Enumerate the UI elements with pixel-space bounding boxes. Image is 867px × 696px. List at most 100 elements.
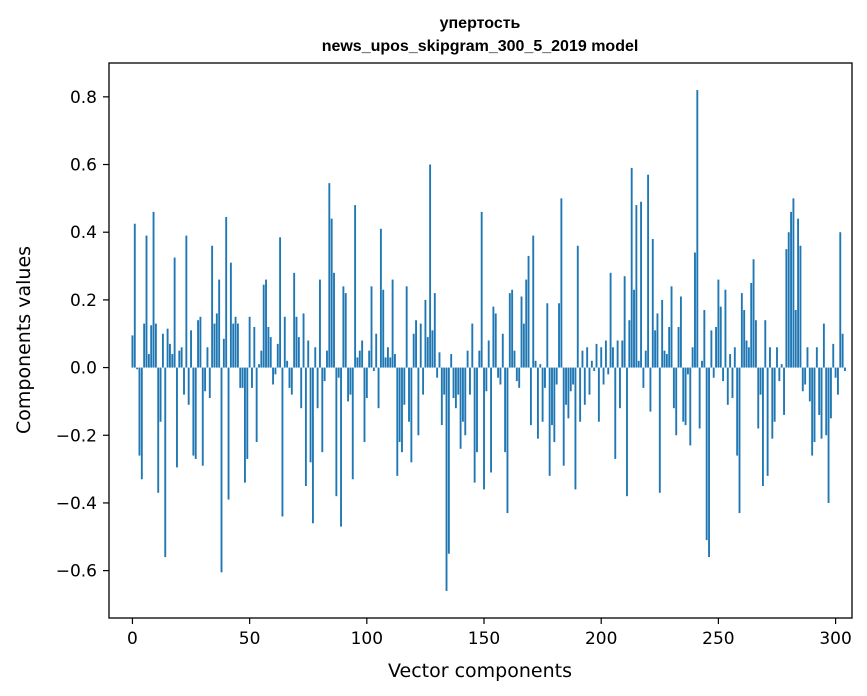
bar-121 bbox=[415, 320, 417, 368]
bar-139 bbox=[457, 367, 460, 395]
bar-202 bbox=[604, 340, 607, 368]
bar-125 bbox=[424, 299, 427, 368]
bar-133 bbox=[443, 367, 446, 395]
bar-62 bbox=[276, 343, 279, 368]
bar-259 bbox=[738, 367, 741, 514]
bar-63 bbox=[279, 237, 282, 368]
bar-153 bbox=[490, 367, 492, 473]
bar-243 bbox=[701, 360, 703, 368]
bar-75 bbox=[307, 340, 310, 368]
bars-group bbox=[131, 90, 846, 591]
bar-66 bbox=[286, 360, 289, 368]
bar-138 bbox=[454, 367, 457, 409]
bar-47 bbox=[241, 367, 244, 388]
bar-211 bbox=[626, 367, 628, 497]
bar-22 bbox=[183, 367, 185, 395]
bar-236 bbox=[684, 367, 687, 426]
bar-246 bbox=[708, 367, 710, 558]
x-tick-label-200: 200 bbox=[585, 629, 617, 649]
bar-48 bbox=[244, 367, 246, 483]
bar-197 bbox=[593, 367, 596, 371]
bar-35 bbox=[213, 323, 216, 368]
bar-41 bbox=[227, 367, 230, 500]
bar-245 bbox=[705, 367, 708, 541]
bar-87 bbox=[335, 367, 338, 497]
bar-33 bbox=[208, 367, 211, 399]
bar-90 bbox=[342, 286, 345, 368]
bar-188 bbox=[572, 367, 575, 385]
bar-277 bbox=[780, 364, 783, 368]
bar-117 bbox=[405, 286, 408, 368]
bar-2 bbox=[136, 367, 139, 370]
bar-49 bbox=[246, 367, 249, 459]
bar-200 bbox=[600, 347, 603, 368]
bar-172 bbox=[534, 360, 537, 368]
bar-92 bbox=[347, 367, 350, 402]
bar-267 bbox=[757, 367, 760, 429]
bar-279 bbox=[785, 249, 788, 368]
bar-215 bbox=[635, 205, 638, 368]
bar-83 bbox=[326, 350, 328, 368]
bar-72 bbox=[300, 367, 303, 409]
bar-272 bbox=[769, 347, 771, 368]
bar-88 bbox=[337, 367, 340, 378]
bar-9 bbox=[152, 211, 155, 368]
bar-169 bbox=[527, 255, 530, 368]
bar-300 bbox=[834, 367, 837, 378]
bar-111 bbox=[391, 279, 394, 368]
bar-30 bbox=[201, 367, 204, 466]
bar-276 bbox=[778, 367, 781, 382]
bar-76 bbox=[309, 367, 312, 463]
bar-12 bbox=[159, 367, 162, 422]
bar-65 bbox=[283, 316, 286, 368]
bar-137 bbox=[452, 367, 455, 399]
y-tick-label-1: −0.4 bbox=[56, 494, 97, 514]
bar-196 bbox=[590, 360, 593, 368]
bar-93 bbox=[349, 367, 352, 395]
y-tick-label-2: −0.2 bbox=[56, 426, 97, 446]
bar-191 bbox=[579, 367, 582, 422]
bar-57 bbox=[265, 279, 267, 368]
x-tick-label-250: 250 bbox=[702, 629, 734, 649]
bar-287 bbox=[804, 367, 807, 385]
bar-8 bbox=[150, 325, 153, 368]
bar-95 bbox=[354, 205, 357, 368]
bar-99 bbox=[363, 367, 366, 443]
bar-134 bbox=[445, 367, 448, 591]
bar-10 bbox=[154, 323, 157, 368]
bar-249 bbox=[715, 326, 717, 368]
bar-233 bbox=[677, 326, 680, 368]
bar-193 bbox=[583, 367, 586, 405]
bar-285 bbox=[799, 245, 802, 368]
bar-163 bbox=[513, 350, 516, 368]
bar-20 bbox=[178, 350, 181, 368]
bar-281 bbox=[790, 211, 792, 368]
bar-103 bbox=[372, 367, 375, 371]
bar-39 bbox=[222, 338, 225, 368]
bar-240 bbox=[694, 252, 696, 368]
bar-78 bbox=[314, 347, 317, 368]
bar-226 bbox=[661, 299, 664, 368]
bar-51 bbox=[251, 367, 253, 388]
bar-195 bbox=[588, 367, 591, 395]
bar-80 bbox=[319, 279, 321, 368]
bar-146 bbox=[473, 367, 476, 483]
bar-21 bbox=[180, 347, 183, 368]
bar-27 bbox=[194, 367, 197, 459]
bar-36 bbox=[215, 313, 218, 368]
bar-34 bbox=[211, 245, 214, 368]
bar-256 bbox=[731, 367, 734, 399]
bar-264 bbox=[750, 282, 753, 368]
bar-71 bbox=[297, 337, 300, 368]
bar-205 bbox=[611, 347, 614, 368]
bar-73 bbox=[302, 313, 305, 368]
bar-183 bbox=[560, 198, 563, 368]
bar-149 bbox=[480, 211, 483, 368]
bar-274 bbox=[773, 367, 776, 422]
bar-147 bbox=[476, 367, 478, 453]
plot-area-frame bbox=[108, 62, 853, 619]
y-axis-ticks: −0.6 −0.4 −0.2 0.0 0.2 0.4 0.6 0.8 bbox=[56, 88, 109, 582]
bar-142 bbox=[464, 367, 467, 436]
bar-212 bbox=[628, 320, 631, 368]
bar-288 bbox=[806, 347, 809, 368]
